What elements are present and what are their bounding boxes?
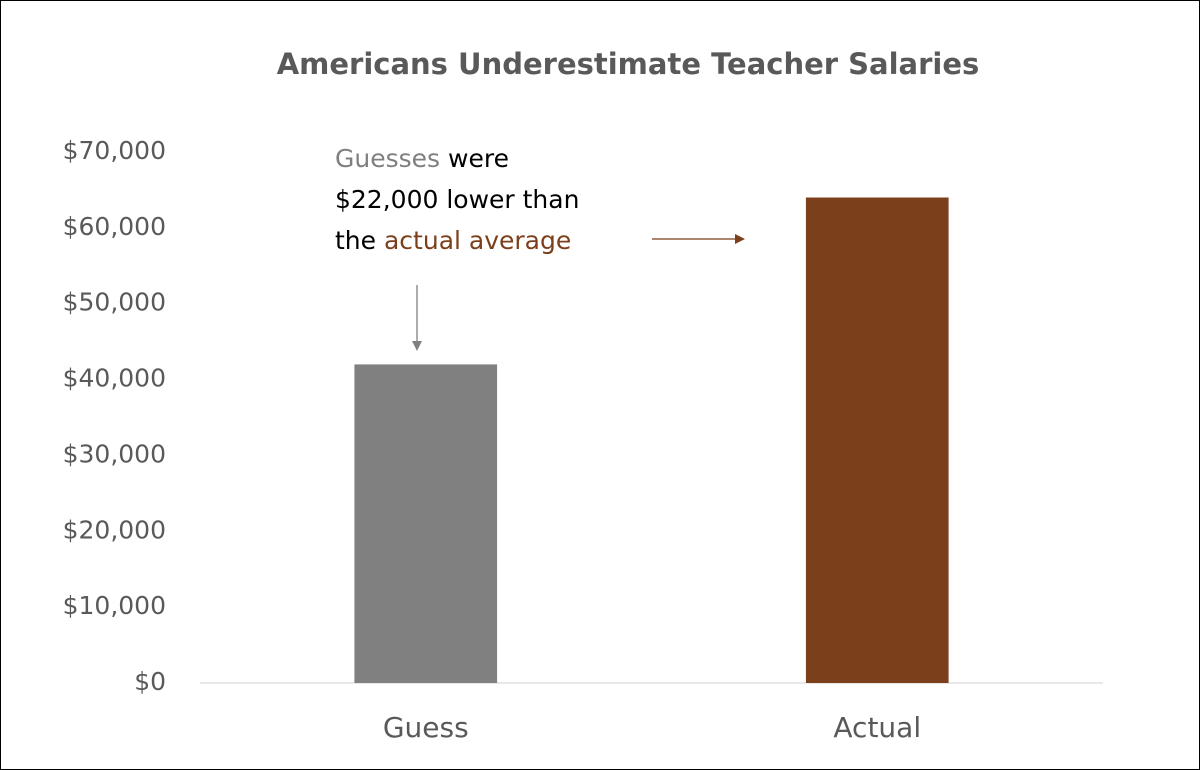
annotation-part: $22,000 lower than bbox=[335, 185, 579, 214]
y-tick-label: $20,000 bbox=[63, 515, 166, 544]
x-tick-label: Guess bbox=[383, 711, 469, 744]
y-tick-label: $50,000 bbox=[63, 288, 166, 317]
y-tick-label: $0 bbox=[134, 667, 166, 696]
annotation: the actual average bbox=[335, 226, 571, 255]
annotation: $22,000 lower than bbox=[335, 185, 579, 214]
arrow-head bbox=[735, 234, 745, 244]
y-tick-label: $60,000 bbox=[63, 212, 166, 241]
annotation-part: the bbox=[335, 226, 384, 255]
annotation-part: Guesses bbox=[335, 144, 440, 173]
x-tick-label: Actual bbox=[833, 711, 921, 744]
bar bbox=[354, 364, 498, 683]
chart-title: Americans Underestimate Teacher Salaries bbox=[277, 47, 980, 81]
bar bbox=[805, 197, 949, 683]
y-tick-label: $40,000 bbox=[63, 364, 166, 393]
annotation-part: were bbox=[440, 144, 509, 173]
y-tick-label: $30,000 bbox=[63, 439, 166, 468]
annotation: Guesses were bbox=[335, 144, 509, 173]
y-tick-label: $70,000 bbox=[63, 136, 166, 165]
annotation-part: actual average bbox=[384, 226, 571, 255]
arrow-head bbox=[412, 341, 422, 351]
y-tick-label: $10,000 bbox=[63, 591, 166, 620]
